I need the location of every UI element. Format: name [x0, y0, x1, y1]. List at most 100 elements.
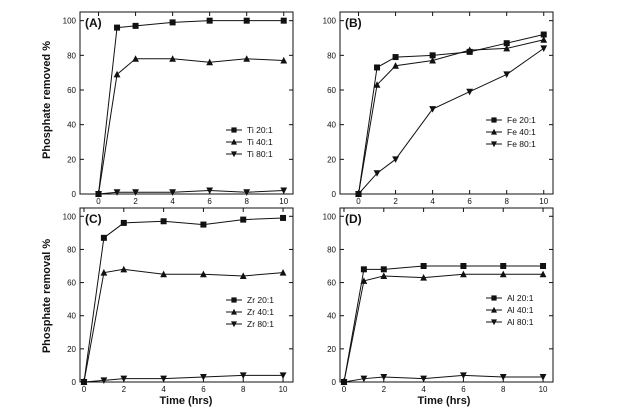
x-tick-label: 4: [421, 385, 426, 394]
data-point-s3-3: [429, 106, 437, 113]
data-point-s3-1: [113, 189, 121, 196]
y-tick-label: 60: [327, 86, 336, 95]
data-point-s2-4: [460, 270, 467, 278]
legend-marker: [491, 319, 497, 326]
y-tick-label: 80: [327, 245, 336, 254]
legend-marker: [231, 151, 237, 158]
legend-label: Fe 20:1: [507, 115, 536, 125]
y-tick-label: 100: [63, 17, 77, 26]
legend-label: Ti 80:1: [247, 149, 273, 159]
data-point-s1-2: [120, 219, 127, 226]
plot-frame: [339, 11, 554, 195]
data-point-s3-0: [80, 379, 88, 386]
data-point-s3-1: [373, 170, 381, 177]
plot-frame: [79, 11, 294, 195]
data-point-s2-3: [420, 274, 428, 281]
data-point-s1-4: [206, 17, 213, 24]
data-point-s1-6: [280, 214, 287, 221]
legend-marker: [231, 297, 237, 303]
data-point-s2-3: [169, 55, 177, 62]
y-tick-label: 20: [327, 155, 336, 164]
data-point-s3-0: [340, 379, 348, 386]
y-tick-label: 60: [327, 279, 336, 288]
data-point-s2-6: [539, 270, 547, 278]
data-point-s1-2: [392, 54, 399, 61]
data-point-s1-6: [280, 17, 287, 24]
x-tick-label: 10: [279, 197, 288, 206]
data-point-s2-1: [373, 81, 381, 88]
data-point-s3-4: [460, 372, 467, 379]
x-tick-label: 8: [504, 197, 509, 206]
data-point-s2-1: [100, 269, 108, 276]
data-point-s2-5: [499, 270, 507, 278]
legend-marker: [491, 117, 497, 123]
plot-frame: [339, 207, 554, 383]
series-line-3: [343, 374, 544, 383]
y-tick-label: 100: [323, 17, 337, 26]
panel-label: (D): [345, 212, 362, 226]
y-axis-title-bottom: Phosphate removal %: [41, 239, 53, 354]
data-point-s2-4: [200, 270, 207, 278]
panel-label: (A): [85, 16, 102, 30]
legend-label: Fe 80:1: [507, 139, 536, 149]
data-point-s3-2: [120, 375, 128, 383]
y-tick-label: 60: [67, 279, 76, 288]
data-point-s1-1: [100, 234, 107, 241]
data-point-s3-5: [239, 372, 247, 379]
y-tick-label: 80: [327, 51, 336, 60]
x-tick-label: 10: [539, 197, 548, 206]
y-axis-title-top: Phosphate removed %: [41, 41, 53, 159]
data-point-s3-6: [280, 187, 288, 195]
y-tick-label: 100: [63, 212, 77, 221]
data-point-s2-1: [360, 277, 368, 284]
data-point-s1-1: [374, 64, 381, 71]
data-point-s3-2: [380, 374, 388, 381]
data-point-s3-4: [466, 88, 474, 96]
data-point-s3-5: [503, 71, 511, 78]
data-point-s2-1: [113, 70, 121, 78]
legend-label: Zr 80:1: [247, 319, 274, 329]
x-tick-label: 2: [133, 197, 138, 206]
legend-label: Fe 40:1: [507, 127, 536, 137]
legend-label: Zr 40:1: [247, 307, 274, 317]
data-point-s1-5: [243, 17, 250, 24]
x-tick-label: 6: [461, 385, 466, 394]
x-tick-label: 10: [539, 385, 548, 394]
data-point-s2-2: [392, 62, 399, 69]
y-tick-label: 40: [327, 121, 336, 130]
data-point-s3-5: [499, 374, 507, 381]
series-line-3: [83, 374, 284, 383]
legend-marker: [491, 141, 497, 148]
plot-frame: [79, 207, 294, 383]
y-tick-label: 0: [72, 378, 77, 387]
data-point-s2-2: [380, 272, 388, 279]
legend-label: Zr 20:1: [247, 295, 274, 305]
x-tick-label: 4: [430, 197, 435, 206]
data-point-s2-2: [132, 55, 139, 62]
x-axis-title-left: Time (hrs): [160, 395, 213, 407]
y-tick-label: 20: [67, 345, 76, 354]
y-tick-label: 40: [67, 312, 76, 321]
y-tick-label: 20: [67, 155, 76, 164]
data-point-s1-5: [503, 40, 510, 47]
data-point-s1-3: [169, 19, 176, 26]
data-point-s2-6: [280, 56, 288, 64]
data-point-s1-3: [160, 218, 167, 225]
x-tick-label: 8: [244, 197, 249, 206]
data-point-s3-6: [540, 45, 548, 52]
x-tick-label: 2: [393, 197, 398, 206]
legend-label: Al 80:1: [507, 317, 534, 327]
data-point-s3-2: [392, 156, 399, 163]
panel-label: (B): [345, 16, 362, 30]
data-point-s1-3: [429, 52, 436, 59]
y-tick-label: 100: [323, 212, 337, 221]
x-tick-label: 0: [342, 385, 347, 394]
data-point-s2-5: [239, 272, 247, 279]
y-tick-label: 80: [67, 51, 76, 60]
y-tick-label: 0: [332, 190, 337, 199]
data-point-s1-1: [114, 24, 121, 31]
